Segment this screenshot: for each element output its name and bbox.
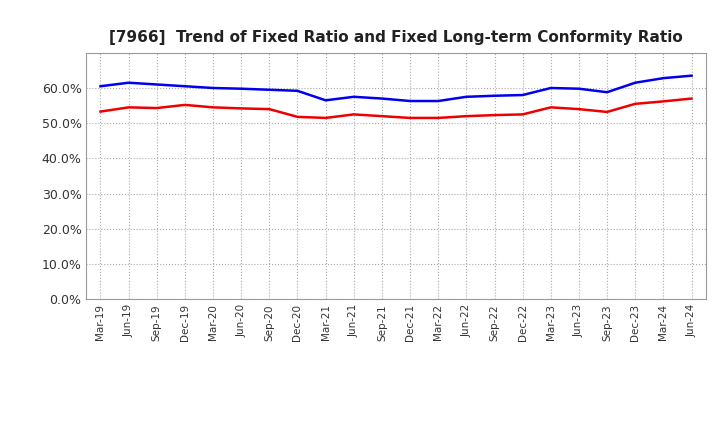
Line: Fixed Ratio: Fixed Ratio [101, 76, 691, 101]
Fixed Long-term Conformity Ratio [406, 115, 415, 121]
Title: [7966]  Trend of Fixed Ratio and Fixed Long-term Conformity Ratio: [7966] Trend of Fixed Ratio and Fixed Lo… [109, 29, 683, 45]
Line: Fixed Long-term Conformity Ratio: Fixed Long-term Conformity Ratio [101, 99, 691, 118]
Fixed Long-term Conformity Ratio [603, 109, 611, 114]
Fixed Ratio [631, 80, 639, 85]
Fixed Ratio [96, 84, 105, 89]
Fixed Long-term Conformity Ratio [181, 102, 189, 107]
Fixed Long-term Conformity Ratio [265, 106, 274, 112]
Fixed Ratio [490, 93, 499, 99]
Fixed Long-term Conformity Ratio [349, 112, 358, 117]
Fixed Long-term Conformity Ratio [434, 115, 443, 121]
Fixed Long-term Conformity Ratio [125, 105, 133, 110]
Fixed Long-term Conformity Ratio [546, 105, 555, 110]
Fixed Ratio [603, 90, 611, 95]
Fixed Ratio [434, 99, 443, 104]
Fixed Long-term Conformity Ratio [462, 114, 471, 119]
Fixed Ratio [237, 86, 246, 92]
Fixed Long-term Conformity Ratio [659, 99, 667, 104]
Fixed Long-term Conformity Ratio [631, 101, 639, 106]
Fixed Ratio [518, 92, 527, 98]
Fixed Ratio [462, 94, 471, 99]
Fixed Long-term Conformity Ratio [687, 96, 696, 101]
Fixed Ratio [406, 99, 415, 104]
Fixed Long-term Conformity Ratio [237, 106, 246, 111]
Fixed Ratio [659, 76, 667, 81]
Fixed Ratio [546, 85, 555, 91]
Fixed Ratio [293, 88, 302, 93]
Fixed Long-term Conformity Ratio [293, 114, 302, 120]
Fixed Long-term Conformity Ratio [377, 114, 386, 119]
Fixed Ratio [153, 82, 161, 87]
Fixed Long-term Conformity Ratio [96, 109, 105, 114]
Fixed Ratio [181, 84, 189, 89]
Fixed Long-term Conformity Ratio [490, 113, 499, 118]
Fixed Ratio [321, 98, 330, 103]
Fixed Long-term Conformity Ratio [153, 106, 161, 111]
Fixed Ratio [687, 73, 696, 78]
Fixed Long-term Conformity Ratio [518, 112, 527, 117]
Fixed Ratio [377, 96, 386, 101]
Fixed Ratio [265, 87, 274, 92]
Fixed Ratio [125, 80, 133, 85]
Fixed Ratio [575, 86, 583, 92]
Fixed Long-term Conformity Ratio [321, 115, 330, 121]
Fixed Ratio [349, 94, 358, 99]
Fixed Long-term Conformity Ratio [575, 106, 583, 112]
Fixed Long-term Conformity Ratio [209, 105, 217, 110]
Fixed Ratio [209, 85, 217, 91]
